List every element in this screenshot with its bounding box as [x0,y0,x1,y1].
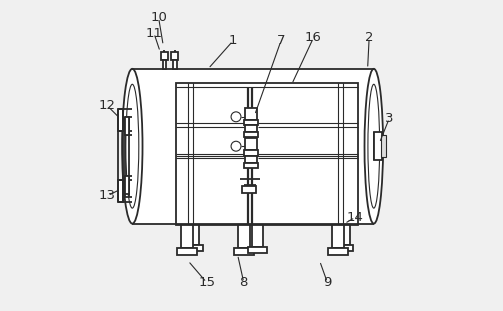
Text: 10: 10 [150,11,167,24]
Bar [244,150,258,156]
Bar [184,245,203,252]
Bar [176,83,358,225]
Bar [244,156,257,163]
Bar [332,225,344,248]
Text: 8: 8 [239,276,248,289]
Bar [244,163,258,168]
Text: 16: 16 [305,31,322,44]
Bar [118,109,123,131]
Bar [132,69,374,224]
Text: 11: 11 [145,27,162,40]
Text: 12: 12 [99,100,116,113]
Text: 3: 3 [385,112,393,125]
Ellipse shape [231,141,241,151]
Bar [161,52,168,59]
Bar [125,117,129,135]
Bar [335,245,354,252]
Bar [173,59,177,69]
Bar [248,247,267,253]
Bar [234,248,255,255]
Bar [118,180,123,202]
Bar [125,176,129,194]
Bar [381,135,386,157]
Text: 9: 9 [323,276,331,289]
Bar [244,132,258,137]
Bar [339,225,350,245]
Text: 14: 14 [347,211,364,224]
Bar [374,132,382,160]
Ellipse shape [365,69,383,224]
Bar [327,248,348,255]
Bar [244,125,257,132]
Text: 1: 1 [229,35,237,48]
Bar [181,225,193,248]
Text: 15: 15 [198,276,215,289]
Bar [162,59,166,69]
Ellipse shape [122,69,142,224]
Bar [244,108,257,120]
Bar [244,138,257,150]
Bar [177,248,197,255]
Text: 7: 7 [277,35,285,48]
Bar [238,225,250,248]
Text: 2: 2 [365,31,373,44]
Ellipse shape [231,112,241,122]
Bar [244,120,258,125]
Text: 13: 13 [99,189,116,202]
Bar [188,225,199,245]
Bar [172,52,178,59]
Bar [241,187,256,193]
Bar [252,225,263,247]
